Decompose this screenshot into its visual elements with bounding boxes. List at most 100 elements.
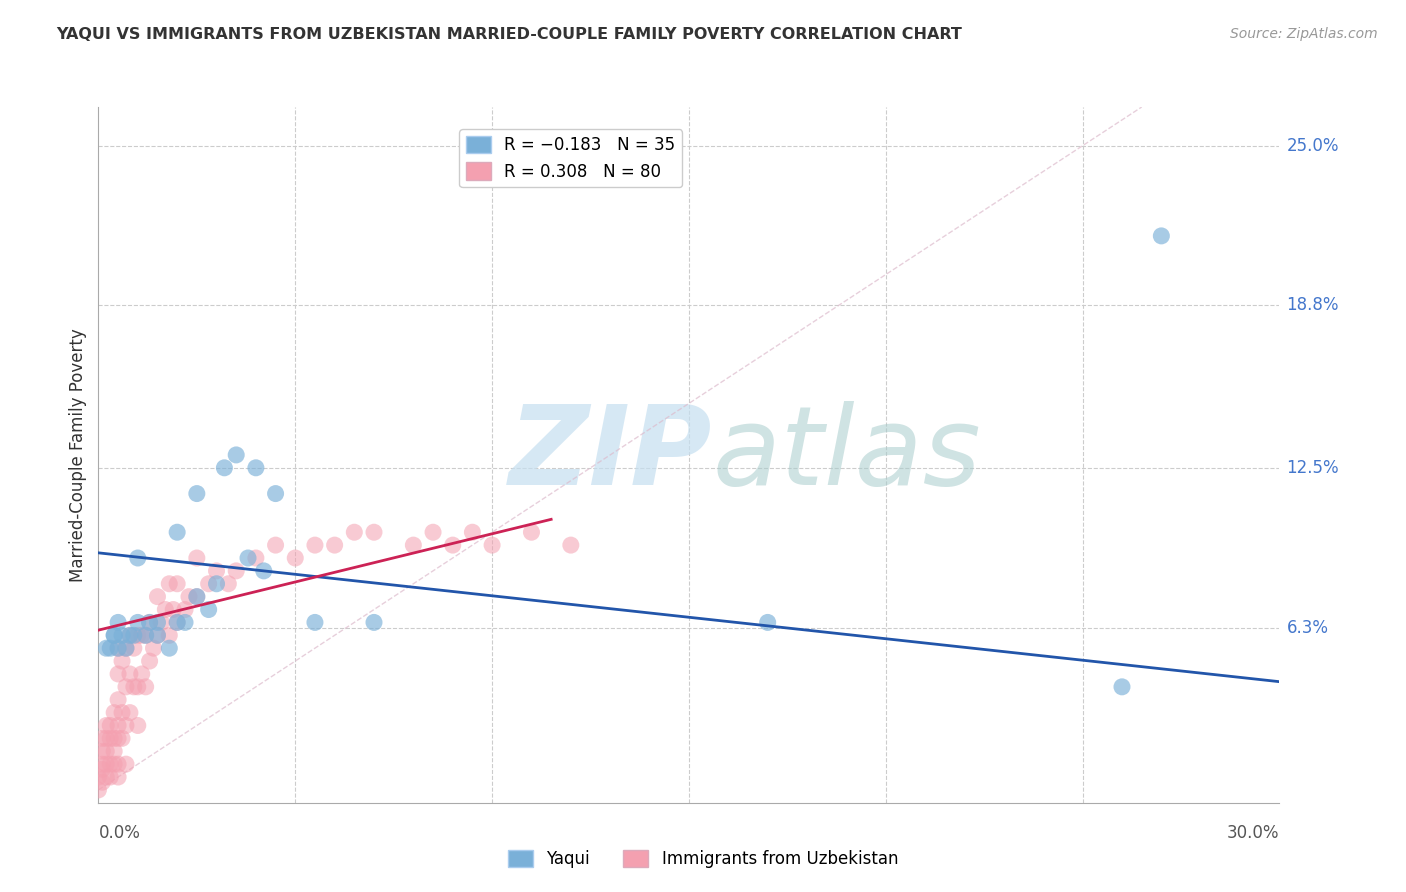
Point [146, 615, 169, 630]
Point [118, 628, 141, 642]
Point [1150, 228, 1173, 243]
Point [118, 706, 141, 720]
Point [135, 628, 157, 642]
Point [98, 718, 121, 732]
Point [107, 718, 129, 732]
Point [127, 615, 149, 630]
Point [96, 731, 118, 746]
Point [441, 538, 464, 552]
Point [264, 486, 287, 500]
Point [107, 757, 129, 772]
Legend: Yaqui, Immigrants from Uzbekistan: Yaqui, Immigrants from Uzbekistan [502, 843, 904, 875]
Text: 30.0%: 30.0% [1227, 823, 1279, 842]
Point [461, 525, 484, 540]
Text: 12.5%: 12.5% [1286, 458, 1339, 477]
Point [122, 680, 145, 694]
Point [118, 628, 141, 642]
Point [481, 538, 503, 552]
Point [186, 486, 208, 500]
Point [115, 718, 138, 732]
Point [98, 757, 121, 772]
Point [96, 757, 118, 772]
Point [91, 775, 114, 789]
Point [197, 602, 219, 616]
Text: atlas: atlas [713, 401, 981, 508]
Text: 6.3%: 6.3% [1286, 618, 1329, 637]
Point [135, 680, 157, 694]
Point [422, 525, 444, 540]
Point [122, 628, 145, 642]
Point [91, 762, 114, 776]
Point [127, 718, 149, 732]
Point [146, 628, 169, 642]
Point [111, 628, 134, 642]
Point [96, 744, 118, 758]
Point [217, 576, 239, 591]
Point [107, 770, 129, 784]
Point [131, 667, 153, 681]
Text: YAQUI VS IMMIGRANTS FROM UZBEKISTAN MARRIED-COUPLE FAMILY POVERTY CORRELATION CH: YAQUI VS IMMIGRANTS FROM UZBEKISTAN MARR… [56, 27, 962, 42]
Point [103, 706, 125, 720]
Point [177, 590, 200, 604]
Point [304, 538, 326, 552]
Point [91, 757, 114, 772]
Point [127, 551, 149, 566]
Point [174, 602, 197, 616]
Point [146, 590, 169, 604]
Point [103, 628, 125, 642]
Text: 25.0%: 25.0% [1286, 136, 1339, 154]
Point [363, 615, 385, 630]
Point [166, 576, 188, 591]
Point [107, 731, 129, 746]
Point [107, 692, 129, 706]
Point [205, 576, 228, 591]
Point [103, 757, 125, 772]
Point [96, 641, 118, 656]
Point [107, 615, 129, 630]
Point [402, 538, 425, 552]
Point [91, 731, 114, 746]
Point [135, 628, 157, 642]
Text: 18.8%: 18.8% [1286, 296, 1339, 315]
Point [1111, 680, 1133, 694]
Point [214, 460, 236, 475]
Point [111, 731, 134, 746]
Point [107, 641, 129, 656]
Point [520, 525, 543, 540]
Point [103, 628, 125, 642]
Point [107, 667, 129, 681]
Point [323, 538, 346, 552]
Point [107, 641, 129, 656]
Text: Source: ZipAtlas.com: Source: ZipAtlas.com [1230, 27, 1378, 41]
Y-axis label: Married-Couple Family Poverty: Married-Couple Family Poverty [69, 328, 87, 582]
Point [115, 641, 138, 656]
Point [245, 551, 267, 566]
Point [197, 576, 219, 591]
Point [138, 615, 160, 630]
Point [174, 615, 197, 630]
Point [264, 538, 287, 552]
Point [111, 654, 134, 668]
Point [166, 615, 188, 630]
Point [363, 525, 385, 540]
Point [150, 615, 173, 630]
Point [138, 654, 160, 668]
Point [166, 525, 188, 540]
Point [127, 680, 149, 694]
Point [343, 525, 366, 540]
Point [111, 706, 134, 720]
Point [166, 615, 188, 630]
Point [236, 551, 259, 566]
Point [98, 731, 121, 746]
Point [87, 770, 110, 784]
Point [304, 615, 326, 630]
Point [155, 602, 177, 616]
Point [756, 615, 779, 630]
Point [157, 628, 180, 642]
Point [103, 744, 125, 758]
Point [560, 538, 582, 552]
Point [96, 718, 118, 732]
Legend: R = −0.183   N = 35, R = 0.308   N = 80: R = −0.183 N = 35, R = 0.308 N = 80 [460, 129, 682, 187]
Point [186, 590, 208, 604]
Point [91, 744, 114, 758]
